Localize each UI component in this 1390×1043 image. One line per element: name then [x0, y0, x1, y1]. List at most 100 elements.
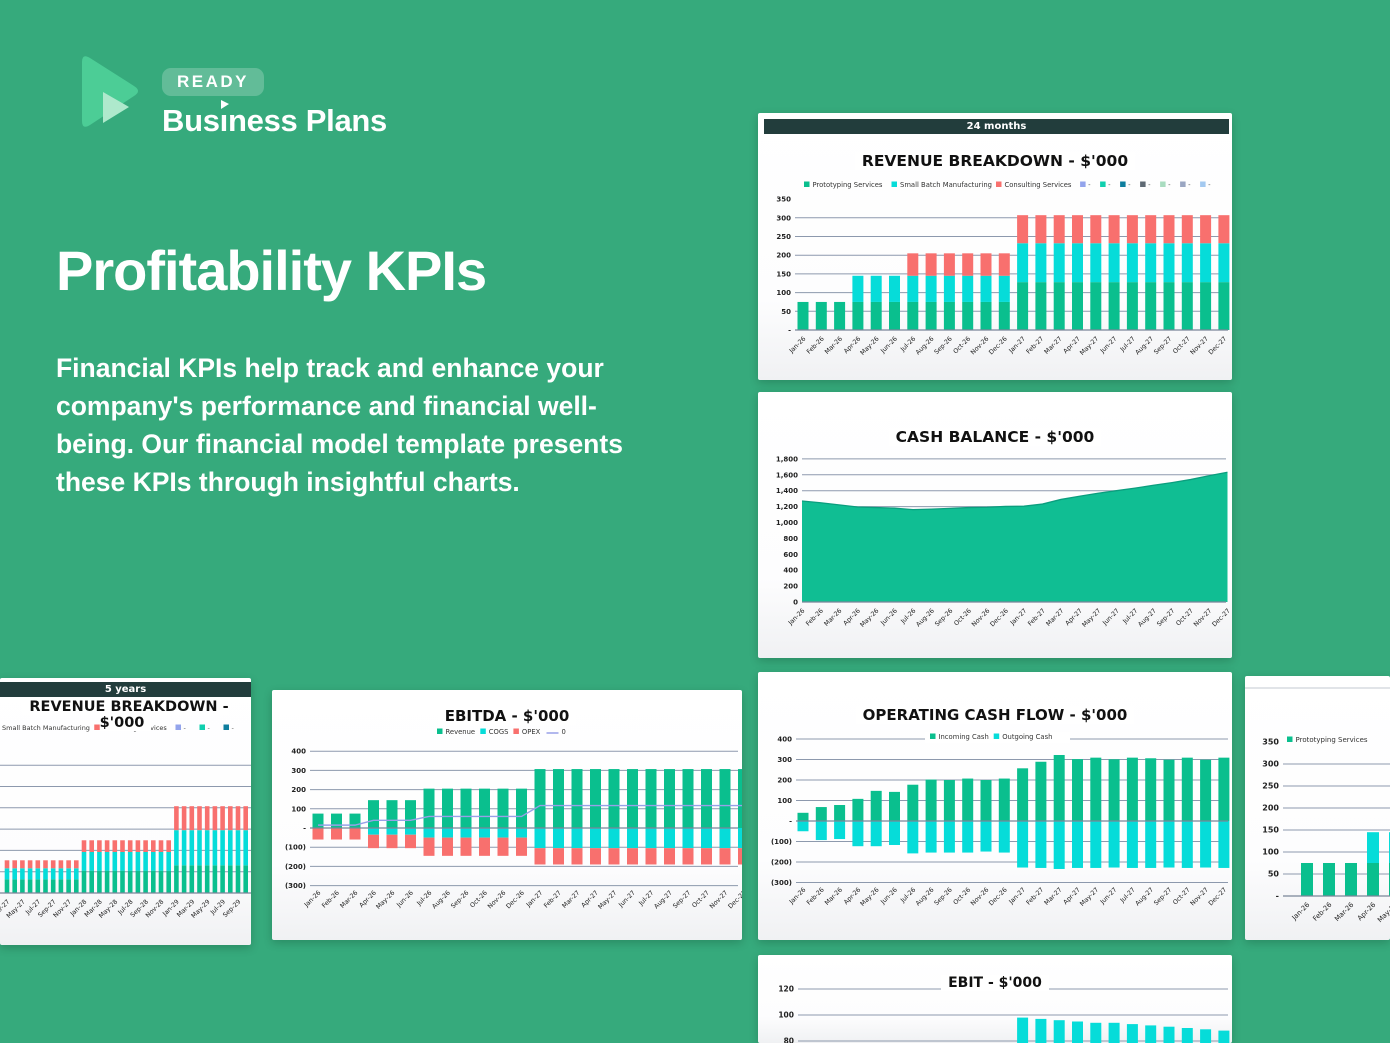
- svg-text:(100): (100): [771, 838, 792, 846]
- svg-text:-: -: [1276, 892, 1279, 901]
- svg-text:1,400: 1,400: [776, 487, 798, 495]
- svg-text:Nov-27: Nov-27: [1193, 607, 1214, 628]
- svg-text:Dec-26: Dec-26: [988, 886, 1009, 907]
- svg-text:Nov-26: Nov-26: [970, 886, 991, 907]
- svg-text:Apr-26: Apr-26: [1356, 901, 1378, 923]
- svg-text:Aug-27: Aug-27: [653, 889, 674, 910]
- svg-text:-: -: [789, 818, 792, 826]
- chart-title-ebit: EBIT - $'000: [758, 975, 1232, 991]
- svg-text:Jan-26: Jan-26: [1290, 901, 1312, 923]
- svg-text:Nov-26: Nov-26: [970, 335, 991, 356]
- svg-text:600: 600: [783, 551, 798, 559]
- play-dot-icon: [220, 100, 229, 109]
- svg-text:-: -: [184, 724, 187, 732]
- brand-name: Busı ness Plans: [162, 100, 387, 139]
- svg-text:Mar-27: Mar-27: [1043, 335, 1063, 355]
- svg-text:Dec-26: Dec-26: [505, 889, 526, 910]
- svg-text:Sep-26: Sep-26: [934, 607, 955, 628]
- svg-text:Sep-26: Sep-26: [933, 335, 954, 356]
- svg-text:Jun-26: Jun-26: [879, 886, 899, 906]
- svg-text:Small Batch Manufacturing: Small Batch Manufacturing: [2, 724, 90, 732]
- revenue-24m-chart: 35030025020015010050-Jan-26Feb-26Mar-26A…: [776, 181, 1230, 357]
- svg-text:Nov-27: Nov-27: [1189, 335, 1210, 356]
- svg-text:Feb-26: Feb-26: [806, 886, 826, 906]
- svg-text:-: -: [1168, 181, 1171, 189]
- svg-text:Jun-27: Jun-27: [1101, 607, 1121, 627]
- svg-text:0: 0: [562, 728, 566, 736]
- svg-text:Feb-26: Feb-26: [1311, 901, 1333, 923]
- svg-text:Sep-27: Sep-27: [1156, 607, 1177, 628]
- svg-text:-: -: [1148, 181, 1151, 189]
- page-description: Financial KPIs help track and enhance yo…: [56, 353, 623, 497]
- svg-text:400: 400: [777, 736, 792, 744]
- cash-balance-chart: 1,8001,6001,4001,2001,0008006004002000Ja…: [776, 455, 1232, 628]
- svg-text:80: 80: [784, 1037, 794, 1043]
- svg-text:Mar-27: Mar-27: [561, 889, 581, 909]
- svg-text:-: -: [1188, 181, 1191, 189]
- svg-text:0: 0: [793, 599, 798, 607]
- svg-text:250: 250: [1262, 782, 1279, 791]
- svg-text:Dec-27: Dec-27: [1207, 886, 1228, 907]
- svg-text:Revenue: Revenue: [446, 728, 476, 736]
- svg-text:May-26: May-26: [375, 889, 396, 910]
- svg-text:Nov-26: Nov-26: [487, 889, 508, 910]
- svg-text:Jan-26: Jan-26: [787, 607, 807, 627]
- chart-period-header-5y: 5 years: [0, 682, 251, 697]
- brand-text: READY Busı ness Plans: [162, 50, 387, 139]
- svg-text:Mar-27: Mar-27: [0, 898, 11, 918]
- svg-text:-: -: [1208, 181, 1211, 189]
- svg-text:1,600: 1,600: [776, 471, 798, 479]
- svg-text:Oct-26: Oct-26: [469, 889, 489, 909]
- chart-panel-cash-balance: 1,800 1,600 1,400 1,200 1,000 800 600 400 200 0 Ja…: [758, 392, 1232, 658]
- svg-text:(300): (300): [771, 879, 792, 887]
- svg-text:100: 100: [776, 289, 791, 297]
- ebit-chart: 120 100 80: [778, 985, 1230, 1043]
- svg-text:Jan-26: Jan-26: [788, 335, 808, 355]
- svg-text:May-26: May-26: [859, 335, 880, 356]
- svg-text:Aug-27: Aug-27: [1134, 886, 1155, 907]
- svg-text:Aug-26: Aug-26: [431, 889, 452, 910]
- svg-text:Oct-27: Oct-27: [1172, 335, 1192, 355]
- revenue-5y-chart: Mar-27May-27Jul-27Sep-27Nov-27Jan-28Mar-…: [0, 724, 251, 920]
- svg-text:Jan-27: Jan-27: [1007, 335, 1027, 355]
- svg-text:Prototyping Services: Prototyping Services: [1296, 736, 1368, 744]
- svg-text:Feb-27: Feb-27: [1025, 886, 1045, 906]
- svg-text:150: 150: [776, 270, 791, 278]
- svg-text:Small Batch Manufacturing: Small Batch Manufacturing: [900, 181, 992, 189]
- svg-text:Mar-27: Mar-27: [1043, 886, 1063, 906]
- chart-title-revenue-24m: REVENUE BREAKDOWN - $'000: [758, 152, 1232, 170]
- svg-text:May-27: May-27: [1081, 607, 1102, 628]
- svg-text:200: 200: [291, 786, 306, 794]
- svg-text:Aug-27: Aug-27: [1137, 607, 1158, 628]
- chart-panel-ebit: 120 100 80 EBIT - $'000: [758, 955, 1232, 1043]
- svg-text:Sep-27: Sep-27: [672, 889, 693, 910]
- svg-text:Prototyping Services: Prototyping Services: [813, 181, 883, 189]
- svg-text:(300): (300): [285, 882, 306, 890]
- svg-text:(200): (200): [285, 863, 306, 871]
- svg-text:May-27: May-27: [597, 889, 618, 910]
- chart-panel-ebitda: 400 300 200 100 - (100) (200) (300) Jan-26 Feb-26…: [272, 690, 742, 940]
- svg-text:Jun-26: Jun-26: [395, 889, 415, 909]
- svg-text:Feb-27: Feb-27: [543, 889, 563, 909]
- svg-text:150: 150: [1262, 826, 1279, 835]
- svg-text:200: 200: [1262, 804, 1279, 813]
- svg-text:May-27: May-27: [1079, 886, 1100, 907]
- svg-text:May-26: May-26: [1376, 901, 1390, 924]
- svg-text:800: 800: [783, 535, 798, 543]
- chart-panel-revenue-24m: 350 300 250 200 150 100 50- Jan-26 Feb-26 Mar-26 A…: [758, 113, 1232, 380]
- svg-text:Jan-27: Jan-27: [1007, 886, 1027, 906]
- svg-text:Oct-27: Oct-27: [1172, 886, 1192, 906]
- svg-text:Oct-27: Oct-27: [691, 889, 711, 909]
- chart-period-header-24m: 24 months: [764, 119, 1229, 134]
- svg-text:Jun-27: Jun-27: [1099, 886, 1119, 906]
- svg-text:Sep-26: Sep-26: [933, 886, 954, 907]
- svg-text:COGS: COGS: [489, 728, 509, 736]
- ready-badge: READY: [162, 68, 265, 96]
- svg-text:Oct-26: Oct-26: [952, 335, 972, 355]
- svg-text:Aug-26: Aug-26: [915, 607, 936, 628]
- svg-text:300: 300: [1262, 760, 1279, 769]
- svg-text:-: -: [1108, 181, 1111, 189]
- svg-text:300: 300: [291, 767, 306, 775]
- svg-text:50: 50: [781, 308, 791, 316]
- svg-text:Sep-27: Sep-27: [1153, 886, 1174, 907]
